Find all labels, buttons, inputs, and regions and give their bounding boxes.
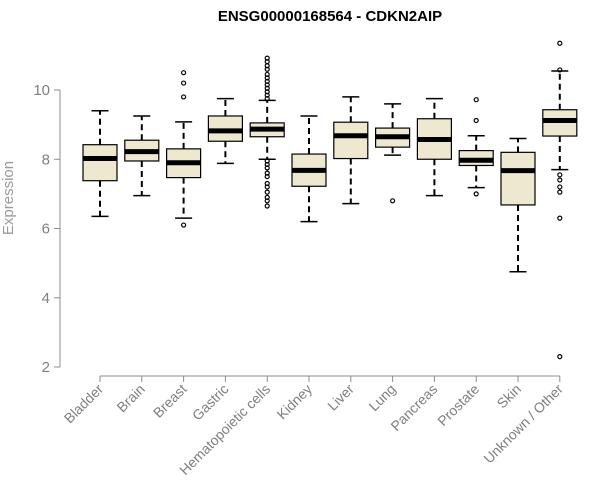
iqr-box [82,144,118,182]
box-liver [333,96,369,205]
y-tick-label: 8 [42,151,50,168]
x-tick-label: Kidney [274,381,316,423]
outlier-point [181,94,187,100]
iqr-box [333,121,369,160]
outlier-point [181,80,187,86]
outlier-point [264,71,270,78]
outlier-point [264,180,270,187]
outlier-point [264,189,270,195]
outlier-point [557,354,563,360]
y-tick-label: 2 [42,359,50,376]
box-pancreas [416,97,452,197]
box-brain [124,115,160,197]
outlier-point [264,63,270,69]
iqr-box [500,151,536,206]
outlier-point [264,194,270,200]
box-gastric [207,97,243,165]
chart-title: ENSG00000168564 - CDKN2AIP [217,8,443,25]
x-tick-label: Breast [150,381,190,421]
outlier-point [264,203,270,209]
box-skin [500,137,536,273]
y-axis: 2 4 6 8 10 [33,82,61,376]
outlier-point [557,177,563,183]
outlier-point [557,172,563,178]
x-tick-label: Prostate [434,381,482,429]
x-tick-label: Liver [324,381,357,414]
box-series [82,40,578,360]
x-tick-label: Lung [365,381,398,414]
box-kidney [291,115,327,223]
box-hematopoietic-cells [249,55,285,209]
y-tick-label: 10 [33,82,50,99]
outlier-point [181,70,187,76]
outlier-point [557,215,563,221]
outlier-point [557,189,563,195]
y-tick-label: 6 [42,221,50,238]
outlier-point [557,184,563,190]
outlier-point [473,117,479,124]
x-tick-label: Brain [113,381,147,415]
x-tick-label: Unknown / Other [480,381,566,467]
box-breast [166,70,202,228]
box-unknown-other [542,40,578,360]
box-prostate [458,97,494,197]
outlier-point [557,67,563,73]
box-bladder [82,110,118,218]
x-tick-label: Bladder [61,381,107,427]
y-axis-label: Expression [0,161,17,235]
outlier-point [473,97,479,103]
y-tick-label: 4 [42,290,50,307]
outlier-point [557,40,563,46]
outlier-point [264,170,270,176]
outlier-point [181,222,187,228]
outlier-point [264,158,270,164]
outlier-point [264,55,270,61]
outlier-point [390,198,396,204]
box-lung [375,103,411,204]
outlier-point [473,191,479,197]
x-tick-label: Skin [494,381,525,412]
